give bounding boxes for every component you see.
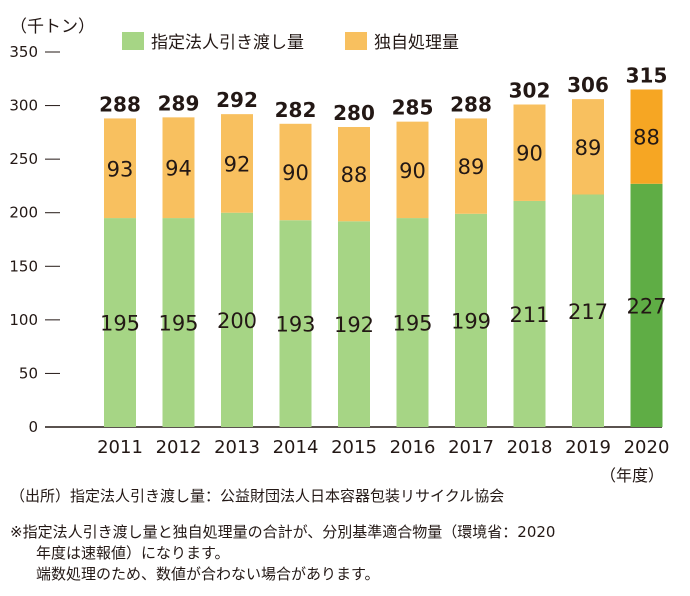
bar-designated bbox=[104, 218, 136, 427]
data-label-total: 315 bbox=[626, 64, 668, 88]
remark-line-1: ※指定法人引き渡し量と独自処理量の合計が、分別基準適合物量（環境省：2020 bbox=[10, 523, 556, 541]
data-label-designated: 227 bbox=[626, 294, 666, 318]
bar-independent bbox=[513, 104, 546, 201]
y-tick-label: 350 bbox=[9, 43, 38, 61]
data-label-total: 292 bbox=[216, 88, 258, 112]
data-label-independent: 88 bbox=[341, 163, 368, 187]
data-label-total: 302 bbox=[509, 79, 551, 103]
data-label-designated: 195 bbox=[158, 312, 198, 336]
x-tick-label: 2020 bbox=[624, 437, 670, 458]
x-tick-label: 2011 bbox=[97, 437, 143, 458]
bar-independent bbox=[455, 118, 487, 214]
bar-designated bbox=[338, 221, 370, 427]
bar-designated bbox=[513, 200, 546, 427]
bar-independent bbox=[338, 127, 370, 222]
data-label-independent: 89 bbox=[575, 136, 602, 160]
x-tick-label: 2013 bbox=[214, 437, 260, 458]
data-label-independent: 93 bbox=[107, 157, 134, 181]
x-axis-unit: （年度） bbox=[600, 466, 665, 485]
x-tick-label: 2017 bbox=[448, 437, 494, 458]
x-tick-label: 2016 bbox=[390, 437, 436, 458]
remark-line-3: 端数処理のため、数値が合わない場合があります。 bbox=[36, 565, 380, 583]
data-label-independent: 89 bbox=[458, 155, 485, 179]
data-label-designated: 195 bbox=[100, 312, 140, 336]
data-label-total: 288 bbox=[450, 92, 492, 116]
y-tick-label: 250 bbox=[9, 150, 38, 168]
x-tick-label: 2018 bbox=[507, 437, 553, 458]
data-label-total: 282 bbox=[275, 98, 317, 122]
data-label-designated: 211 bbox=[509, 303, 549, 327]
data-label-designated: 193 bbox=[275, 313, 315, 337]
data-label-designated: 200 bbox=[217, 309, 257, 333]
bar-independent bbox=[162, 117, 195, 219]
x-tick-label: 2019 bbox=[565, 437, 611, 458]
x-tick-label: 2015 bbox=[331, 437, 377, 458]
y-tick-label: 0 bbox=[28, 418, 38, 436]
bar-designated bbox=[455, 213, 487, 427]
y-axis-unit: （千トン） bbox=[10, 17, 95, 37]
bar-independent bbox=[572, 99, 604, 195]
bar-independent bbox=[221, 114, 253, 213]
data-label-independent: 92 bbox=[224, 152, 251, 176]
x-tick-label: 2012 bbox=[156, 437, 202, 458]
legend-label-independent: 独自処理量 bbox=[374, 33, 459, 53]
y-tick-label: 300 bbox=[9, 97, 38, 115]
y-tick-label: 150 bbox=[9, 257, 38, 275]
y-tick-label: 50 bbox=[19, 364, 38, 382]
stacked-bar-chart: 0 50 100 150 200 250 300 350 195 93 288 2011 195 94 28… bbox=[9, 43, 670, 458]
y-tick-label: 100 bbox=[9, 311, 38, 329]
bar-independent bbox=[279, 123, 312, 221]
data-label-designated: 192 bbox=[334, 313, 374, 337]
data-label-total: 306 bbox=[567, 73, 609, 97]
bar-designated bbox=[396, 218, 429, 427]
data-label-total: 285 bbox=[392, 96, 434, 120]
bar-designated bbox=[162, 218, 195, 427]
bar-designated bbox=[221, 212, 253, 427]
data-label-total: 288 bbox=[99, 92, 141, 116]
data-label-independent: 94 bbox=[165, 157, 192, 181]
legend-item-designated: 指定法人引き渡し量 bbox=[122, 28, 304, 53]
legend-label-designated: 指定法人引き渡し量 bbox=[151, 33, 304, 53]
bar-designated bbox=[572, 194, 604, 427]
y-tick-label: 200 bbox=[9, 204, 38, 222]
data-label-designated: 217 bbox=[568, 300, 608, 324]
x-tick-label: 2014 bbox=[273, 437, 319, 458]
data-label-total: 280 bbox=[333, 101, 375, 125]
data-label-designated: 195 bbox=[392, 312, 432, 336]
data-label-independent: 90 bbox=[282, 161, 309, 185]
bar-independent bbox=[396, 121, 429, 219]
data-label-designated: 199 bbox=[451, 309, 491, 333]
remark-line-2: 年度は速報値）になります。 bbox=[36, 544, 230, 562]
data-label-independent: 90 bbox=[516, 142, 543, 166]
bar-independent bbox=[630, 89, 663, 184]
legend-item-independent: 独自処理量 bbox=[345, 28, 459, 53]
data-label-independent: 88 bbox=[633, 126, 660, 150]
bar-designated bbox=[279, 220, 312, 427]
source-note: （出所）指定法人引き渡し量：公益財団法人日本容器包装リサイクル協会 bbox=[10, 487, 505, 505]
bar-independent bbox=[104, 118, 136, 219]
data-label-total: 289 bbox=[158, 91, 200, 115]
legend-swatch-independent bbox=[345, 31, 367, 50]
legend-swatch-designated bbox=[122, 31, 144, 50]
data-label-independent: 90 bbox=[399, 159, 426, 183]
bar-designated bbox=[630, 183, 663, 427]
